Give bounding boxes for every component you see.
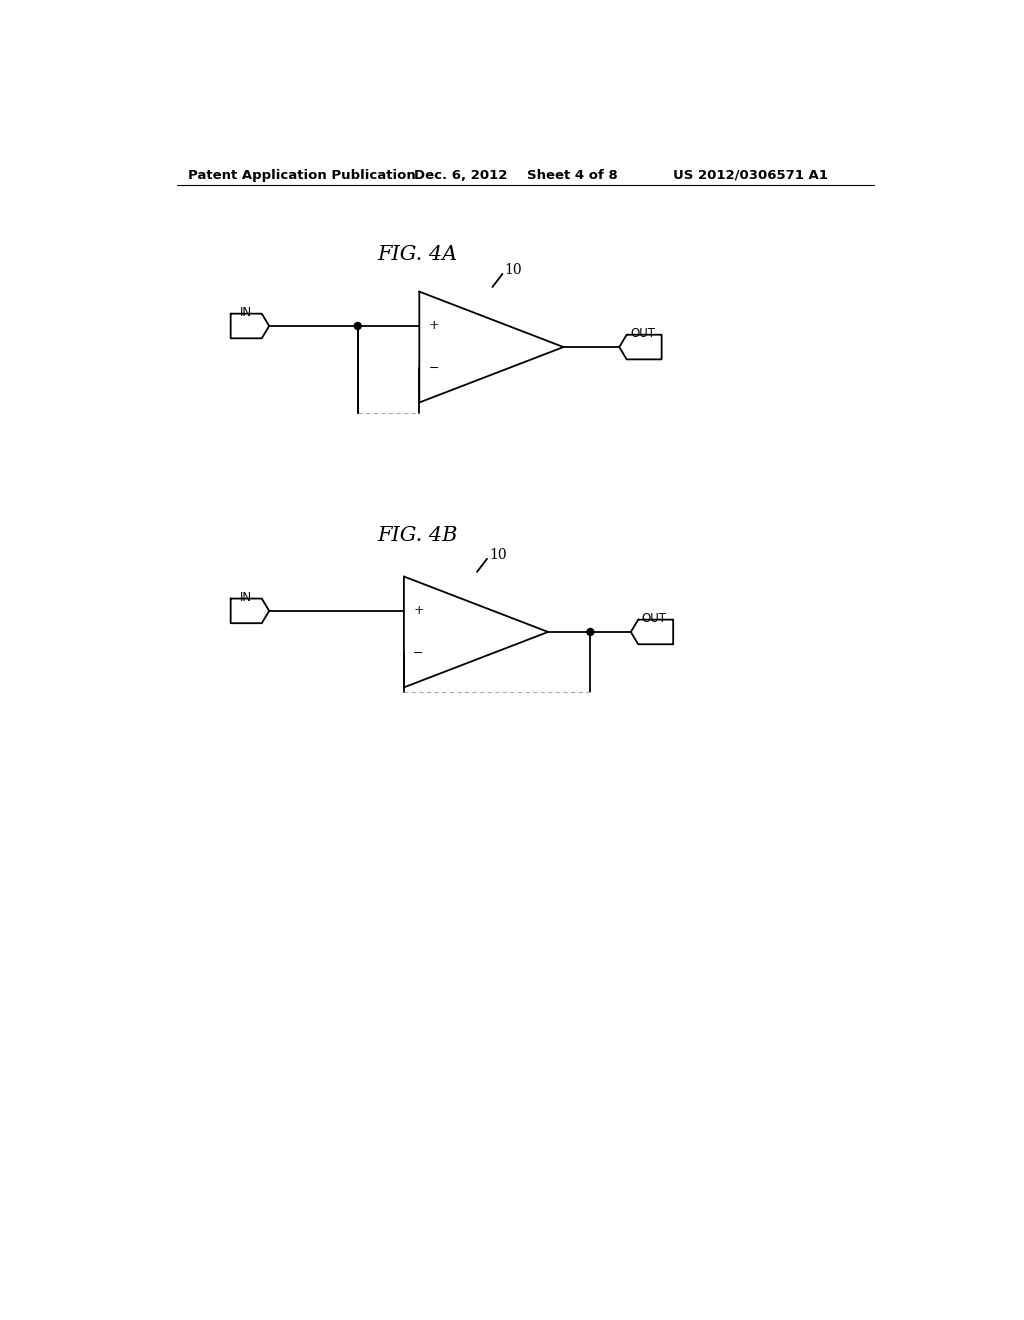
Text: FIG. 4B: FIG. 4B [377, 527, 458, 545]
Text: IN: IN [240, 306, 252, 319]
Text: −: − [413, 647, 424, 660]
Circle shape [354, 322, 361, 330]
Text: US 2012/0306571 A1: US 2012/0306571 A1 [674, 169, 828, 182]
Text: FIG. 4A: FIG. 4A [377, 246, 457, 264]
Text: OUT: OUT [630, 327, 655, 341]
Text: Sheet 4 of 8: Sheet 4 of 8 [527, 169, 617, 182]
Text: 10: 10 [489, 548, 507, 562]
Text: −: − [429, 362, 439, 375]
Circle shape [587, 628, 594, 635]
Text: +: + [429, 318, 439, 331]
Text: OUT: OUT [642, 612, 667, 624]
Text: 10: 10 [505, 263, 522, 277]
Text: +: + [413, 603, 424, 616]
Text: Patent Application Publication: Patent Application Publication [188, 169, 416, 182]
Text: Dec. 6, 2012: Dec. 6, 2012 [414, 169, 507, 182]
Text: IN: IN [240, 591, 252, 603]
